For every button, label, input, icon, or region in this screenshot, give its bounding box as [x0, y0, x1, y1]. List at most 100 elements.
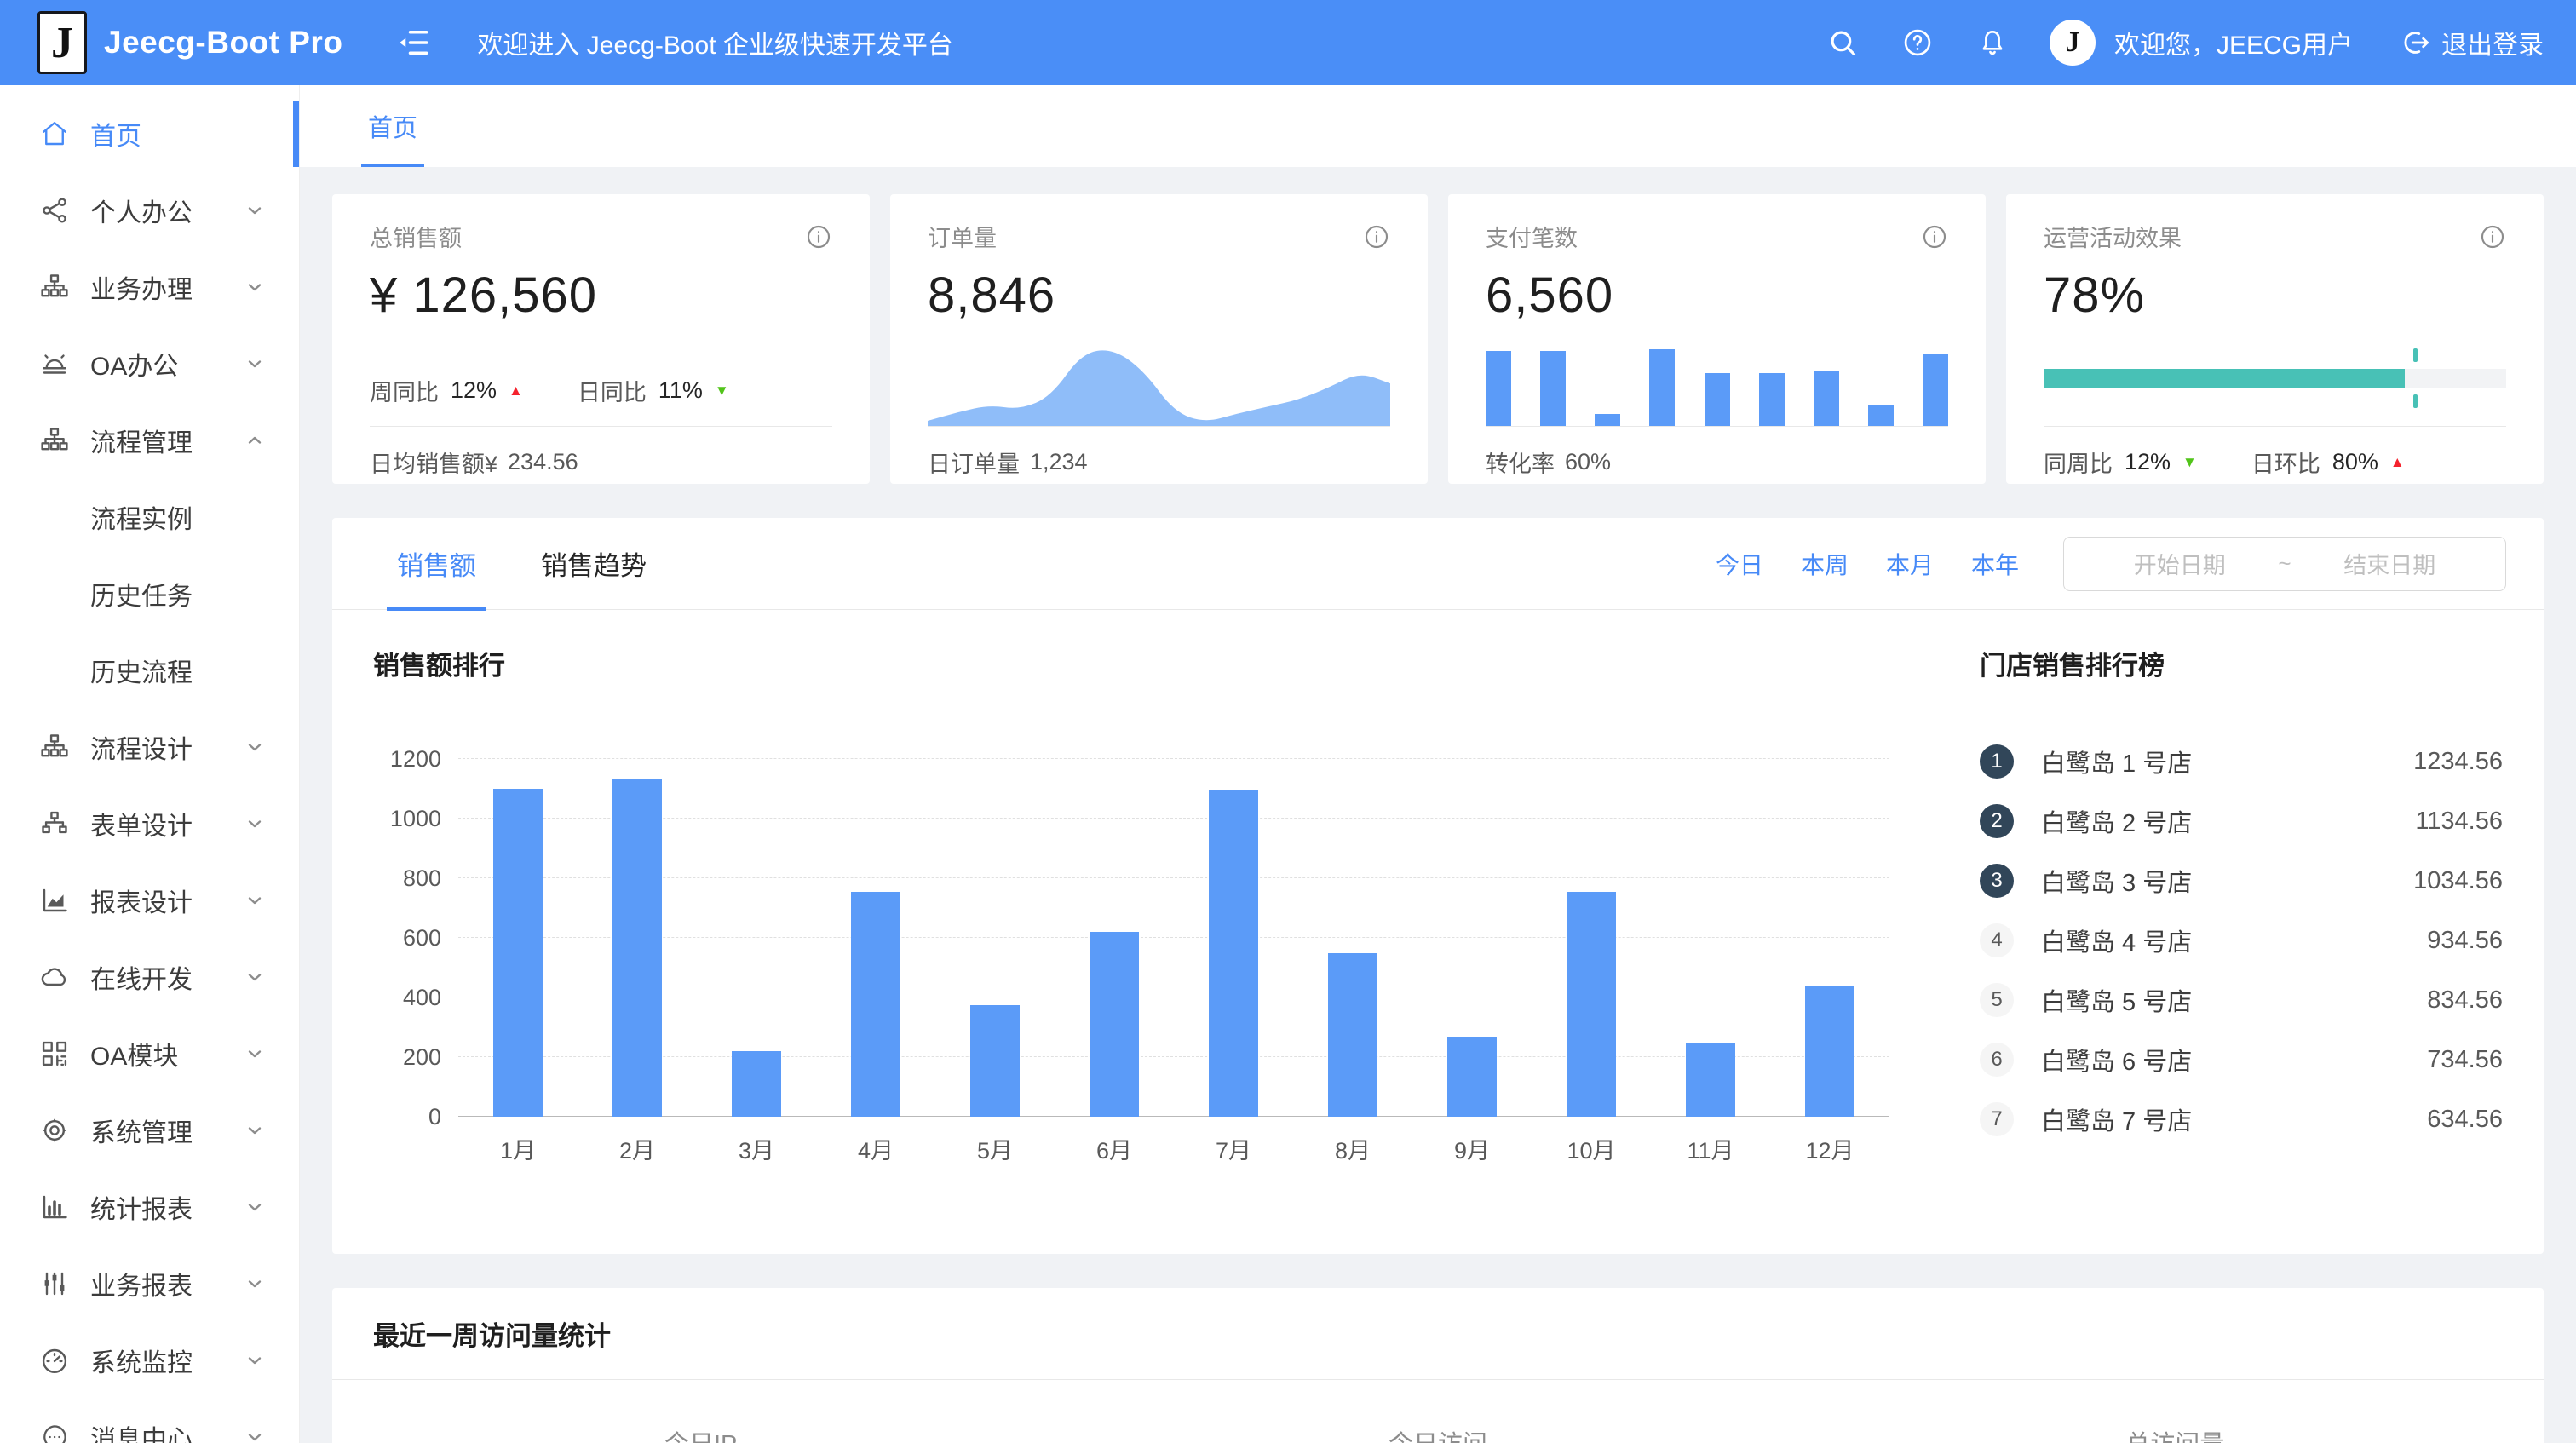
- y-tick-label: 400: [402, 985, 441, 1010]
- y-tick-label: 1000: [389, 806, 441, 831]
- sidebar-item-label: OA办公: [90, 353, 179, 381]
- sidebar-item-personal-office[interactable]: 个人办公: [0, 174, 299, 247]
- info-icon[interactable]: [805, 223, 832, 250]
- welcome-text: 欢迎进入 Jeecg-Boot 企业级快速开发平台: [477, 32, 953, 60]
- sidebar-item-system-monitor[interactable]: 系统监控: [0, 1324, 299, 1397]
- chevron-up-icon: [244, 430, 265, 451]
- start-date-input[interactable]: 开始日期: [2133, 553, 2226, 578]
- ranking-row-6: 6 白鹭岛 6 号店 734.56: [1980, 1030, 2503, 1089]
- x-tick-label: 12月: [1805, 1138, 1854, 1164]
- tab-sales-trend[interactable]: 销售趋势: [541, 551, 647, 581]
- store-name: 白鹭岛 4 号店: [2041, 929, 2193, 957]
- menu-fold-icon[interactable]: [395, 25, 431, 60]
- sidebar-item-history-task[interactable]: 历史任务: [0, 557, 299, 630]
- quick-link-3[interactable]: 本年: [1970, 551, 2019, 578]
- progress-fill: [2044, 369, 2405, 388]
- gridline: [458, 758, 1889, 759]
- sidebar-item-history-process[interactable]: 历史流程: [0, 634, 299, 707]
- bar-2月: [612, 778, 662, 1117]
- share-icon: [39, 195, 70, 226]
- chevron-down-icon: [244, 1120, 265, 1141]
- gridline: [458, 937, 1889, 938]
- y-tick-label: 0: [428, 1104, 441, 1130]
- help-icon[interactable]: [1901, 26, 1934, 59]
- sidebar-item-label: 表单设计: [90, 813, 193, 841]
- logout-label: 退出登录: [2441, 32, 2544, 60]
- home-icon: [39, 118, 70, 149]
- store-sales-value: 734.56: [2427, 1045, 2503, 1073]
- card-footer: 日订单量 1,234: [928, 426, 1390, 479]
- mini-bar: [1595, 414, 1621, 426]
- barchart-icon: [39, 1192, 70, 1222]
- card-title: 运营活动效果: [2044, 226, 2182, 251]
- chevron-down-icon: [244, 890, 265, 911]
- date-separator: ~: [2278, 550, 2291, 576]
- stat-total-visits: 总访问量 386030: [1807, 1424, 2544, 1443]
- x-tick-label: 2月: [618, 1138, 656, 1164]
- stat-card-total-sales: 总销售额 ¥ 126,560 周同比 12% ▲ 日同比 11% ▼ 日均销售额¥ 234…: [332, 194, 870, 484]
- search-icon[interactable]: [1826, 26, 1859, 59]
- mini-bar: [1486, 351, 1511, 426]
- store-sales-value: 634.56: [2427, 1105, 2503, 1133]
- card-title: 总销售额: [370, 226, 462, 251]
- quick-range-links: 今日 本周 本月 本年: [1716, 547, 2019, 581]
- sidebar-item-home[interactable]: 首页: [0, 97, 299, 170]
- sidebar-item-business-handling[interactable]: 业务办理: [0, 250, 299, 324]
- sidebar-item-label: 业务办理: [90, 276, 193, 304]
- quick-link-0[interactable]: 今日: [1715, 551, 1763, 578]
- sidebar-item-business-report[interactable]: 业务报表: [0, 1247, 299, 1320]
- stat-cards: 总销售额 ¥ 126,560 周同比 12% ▲ 日同比 11% ▼ 日均销售额¥ 234…: [332, 194, 2544, 484]
- sidebar-item-system-management[interactable]: 系统管理: [0, 1094, 299, 1167]
- date-range-picker[interactable]: 开始日期 ~ 结束日期: [2063, 536, 2506, 591]
- sidebar-item-form-design[interactable]: 表单设计: [0, 787, 299, 860]
- tab-sales-amount[interactable]: 销售额: [387, 518, 486, 611]
- sidebar-item-label: 报表设计: [90, 889, 193, 917]
- sidebar-item-oa-module[interactable]: OA模块: [0, 1017, 299, 1090]
- avatar[interactable]: J: [2049, 20, 2096, 66]
- bell-icon[interactable]: [1976, 26, 2009, 59]
- bar-10月: [1567, 891, 1616, 1117]
- bar-3月: [732, 1051, 781, 1117]
- end-date-input[interactable]: 结束日期: [2343, 553, 2436, 578]
- logout-button[interactable]: 退出登录: [2401, 24, 2544, 61]
- sidebar-item-message-center[interactable]: 消息中心: [0, 1400, 299, 1443]
- quick-link-2[interactable]: 本月: [1885, 551, 1934, 578]
- info-icon[interactable]: [2479, 223, 2506, 250]
- y-tick-label: 1200: [389, 746, 441, 772]
- sidebar-item-report-design[interactable]: 报表设计: [0, 864, 299, 937]
- tab-home[interactable]: 首页: [361, 85, 425, 167]
- user-greeting[interactable]: 欢迎您，JEECG用户: [2113, 32, 2353, 60]
- info-icon[interactable]: [1921, 223, 1948, 250]
- bar-7月: [1209, 790, 1258, 1117]
- x-axis-line: [458, 1116, 1889, 1117]
- stat-value: ¥ 126,560: [370, 267, 598, 323]
- x-tick-label: 4月: [857, 1138, 894, 1164]
- sales-chart-title: 销售额排行: [373, 651, 505, 681]
- quick-link-1[interactable]: 本周: [1800, 551, 1849, 578]
- orders-area-chart: [928, 331, 1390, 426]
- sidebar-item-process-instance[interactable]: 流程实例: [0, 480, 299, 554]
- x-tick-label: 1月: [499, 1138, 537, 1164]
- sidebar-item-statistics-report[interactable]: 统计报表: [0, 1170, 299, 1244]
- x-tick-label: 3月: [738, 1138, 775, 1164]
- sidebar-item-label: 系统管理: [90, 1119, 193, 1147]
- store-sales-value: 1234.56: [2413, 747, 2503, 775]
- y-tick-label: 200: [402, 1044, 441, 1070]
- stat-card-payments: 支付笔数 6,560 转化率 60%: [1448, 194, 1986, 484]
- info-icon[interactable]: [1363, 223, 1390, 250]
- chevron-down-icon: [244, 813, 265, 834]
- sidebar-item-online-dev[interactable]: 在线开发: [0, 940, 299, 1014]
- sidebar-item-process-management[interactable]: 流程管理: [0, 404, 299, 477]
- app-logo[interactable]: J: [37, 11, 87, 74]
- ranking-row-4: 4 白鹭岛 4 号店 934.56: [1980, 911, 2503, 970]
- cluster-icon: [39, 272, 70, 302]
- sidebar-item-oa-office[interactable]: OA办公: [0, 327, 299, 400]
- gridline: [458, 818, 1889, 819]
- x-tick-label: 9月: [1453, 1138, 1491, 1164]
- sales-bar-chart: 0 200 400 600 800 1000 1200: [373, 746, 1906, 1130]
- sidebar-item-process-design[interactable]: 流程设计: [0, 710, 299, 784]
- ranking-row-5: 5 白鹭岛 5 号店 834.56: [1980, 970, 2503, 1030]
- sidebar-item-label: 业务报表: [90, 1273, 193, 1301]
- x-tick-label: 7月: [1215, 1138, 1252, 1164]
- qrcode-icon: [39, 1038, 70, 1069]
